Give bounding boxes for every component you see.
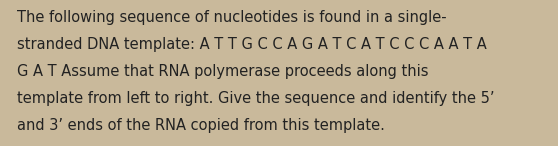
Text: stranded DNA template: A T T G C C A G A T C A T C C C A A T A: stranded DNA template: A T T G C C A G A…: [17, 37, 487, 52]
Text: template from left to right. Give the sequence and identify the 5’: template from left to right. Give the se…: [17, 91, 494, 106]
Text: The following sequence of nucleotides is found in a single-: The following sequence of nucleotides is…: [17, 10, 446, 25]
Text: G A T Assume that RNA polymerase proceeds along this: G A T Assume that RNA polymerase proceed…: [17, 64, 428, 79]
Text: and 3’ ends of the RNA copied from this template.: and 3’ ends of the RNA copied from this …: [17, 118, 384, 133]
